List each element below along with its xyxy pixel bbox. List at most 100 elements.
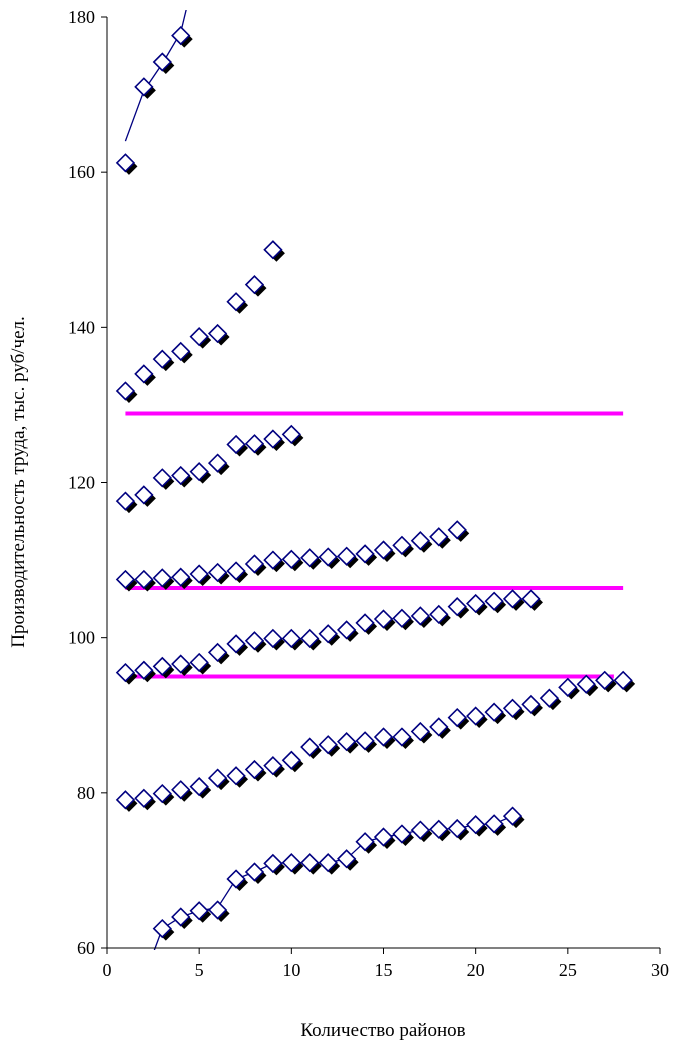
diamond-marker <box>392 727 412 747</box>
series-3-point <box>152 468 175 490</box>
diamond-marker <box>410 721 430 742</box>
series-7-point <box>410 820 433 843</box>
series-3-point <box>115 491 138 514</box>
diamond-marker <box>355 731 375 751</box>
series-2-point <box>189 327 212 349</box>
series-4-point <box>226 561 249 583</box>
diamond-marker <box>521 694 541 715</box>
series-7-point <box>226 869 249 891</box>
diamond-marker <box>226 869 246 889</box>
diamond-marker <box>134 364 154 384</box>
series-3-point <box>134 485 156 507</box>
series-6-point <box>355 731 378 753</box>
diamond-marker <box>502 698 523 718</box>
diamond-marker <box>447 520 467 540</box>
x-tick-label: 25 <box>559 960 577 980</box>
series-5-point <box>152 656 175 679</box>
series-3-point <box>171 465 193 488</box>
diamond-marker <box>263 756 283 776</box>
diamond-marker <box>207 768 228 788</box>
diamond-marker <box>226 434 246 455</box>
diamond-marker <box>300 628 320 649</box>
x-tick-label: 10 <box>282 960 300 980</box>
series-4-point <box>281 549 304 572</box>
diamond-marker <box>115 569 136 590</box>
diamond-marker <box>207 562 228 583</box>
series-4-point <box>373 540 396 562</box>
series-1-trend-line <box>124 10 187 142</box>
diamond-marker <box>189 564 209 584</box>
series-6-point <box>576 674 599 697</box>
diamond-marker <box>447 707 467 728</box>
diamond-marker <box>134 660 154 680</box>
series-6-point <box>207 768 230 791</box>
diamond-marker <box>576 674 596 694</box>
diamond-marker <box>466 706 486 726</box>
series-2-point <box>244 275 267 297</box>
diamond-marker <box>429 819 449 839</box>
diamond-marker <box>152 468 172 488</box>
diamond-marker <box>244 631 265 651</box>
series-1-point <box>134 77 156 99</box>
series-6-point <box>521 694 543 717</box>
series-2-point <box>134 364 156 386</box>
diamond-marker <box>281 424 301 445</box>
series-3-point <box>244 434 267 456</box>
series-7-point <box>171 907 193 929</box>
diamond-marker <box>226 561 246 581</box>
diamond-marker <box>171 25 191 46</box>
series-7-point <box>429 819 451 842</box>
series-7-point <box>152 918 175 941</box>
diamond-marker <box>337 546 357 566</box>
diamond-marker <box>226 292 246 312</box>
diamond-marker <box>263 240 283 260</box>
y-axis-label: Производительность труда, тыс. руб/чел. <box>8 316 29 648</box>
diamond-marker <box>318 735 338 755</box>
series-7-point <box>244 862 267 884</box>
diamond-marker <box>410 531 430 551</box>
series-5-point <box>521 589 543 611</box>
series-6-point <box>318 735 341 757</box>
diamond-marker <box>115 381 136 401</box>
series-6-point <box>337 731 359 754</box>
series-5-point <box>337 620 359 642</box>
x-tick-label: 5 <box>195 960 204 980</box>
series-2-point <box>226 292 249 314</box>
diamond-marker <box>152 783 172 804</box>
diamond-marker <box>337 620 357 640</box>
series-7-point <box>373 827 396 850</box>
series-5-point <box>373 609 396 632</box>
series-7-point <box>392 824 414 846</box>
series-5-point <box>207 642 230 665</box>
series-5-point <box>355 613 378 635</box>
diamond-marker <box>207 900 228 920</box>
diamond-marker <box>558 677 578 697</box>
series-7-point <box>300 853 322 875</box>
diamond-marker <box>134 485 154 505</box>
diamond-marker <box>134 569 154 590</box>
diamond-marker <box>281 628 301 649</box>
series-6-point <box>447 707 470 730</box>
diamond-marker <box>300 737 320 757</box>
series-7-trend-line <box>153 815 513 950</box>
series-6-point <box>595 670 617 693</box>
diamond-marker <box>189 776 209 797</box>
diamond-marker <box>171 341 191 362</box>
diamond-marker <box>244 759 265 780</box>
series-3-point <box>207 453 230 476</box>
y-tick-label: 60 <box>77 938 95 958</box>
diamond-marker <box>410 606 430 626</box>
diamond-marker <box>115 153 136 173</box>
series-4-point <box>152 568 175 590</box>
series-6-point <box>171 780 193 802</box>
diamond-marker <box>466 593 486 614</box>
diamond-marker <box>373 827 394 847</box>
series-5-point <box>189 652 212 675</box>
y-tick-label: 100 <box>68 628 95 648</box>
series-3-point <box>263 429 285 452</box>
y-tick-label: 140 <box>68 317 95 337</box>
diamond-marker <box>429 717 449 737</box>
y-tick-label: 180 <box>68 7 95 27</box>
series-6-point <box>189 776 212 799</box>
